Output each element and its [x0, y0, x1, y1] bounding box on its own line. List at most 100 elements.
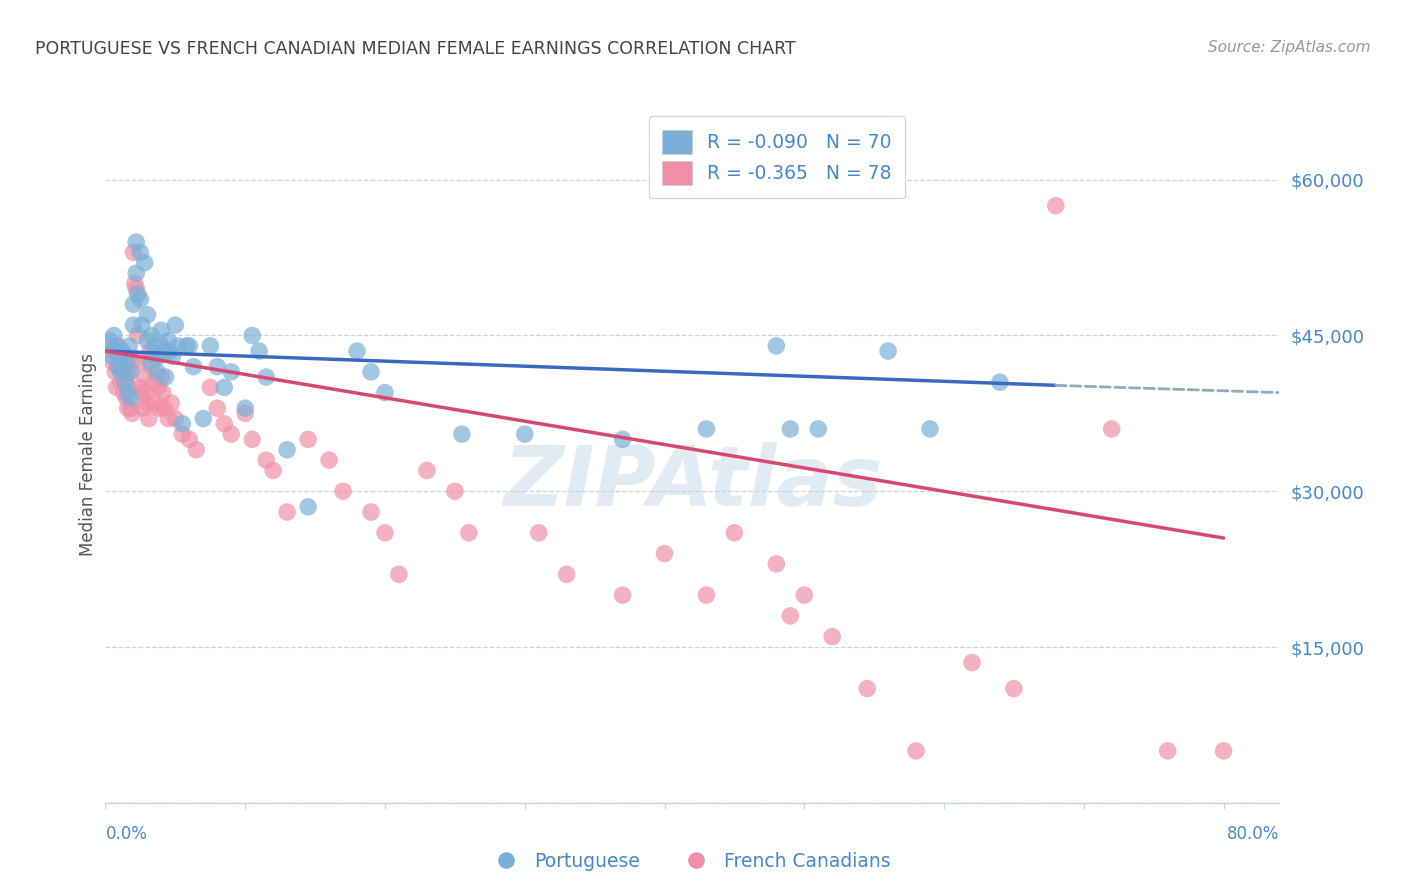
Point — [262, 463, 284, 477]
Point — [233, 401, 256, 416]
Point — [807, 422, 830, 436]
Point — [276, 442, 298, 457]
Point — [856, 681, 879, 696]
Point — [153, 401, 176, 416]
Point — [112, 385, 135, 400]
Point — [110, 365, 132, 379]
Point — [160, 396, 183, 410]
Point — [114, 349, 136, 363]
Point — [121, 354, 143, 368]
Point — [125, 266, 148, 280]
Point — [612, 588, 634, 602]
Point — [139, 354, 162, 368]
Point — [444, 484, 467, 499]
Point — [765, 339, 787, 353]
Point — [219, 427, 242, 442]
Point — [219, 365, 242, 379]
Point — [120, 365, 142, 379]
Text: PORTUGUESE VS FRENCH CANADIAN MEDIAN FEMALE EARNINGS CORRELATION CHART: PORTUGUESE VS FRENCH CANADIAN MEDIAN FEM… — [35, 40, 796, 58]
Text: Source: ZipAtlas.com: Source: ZipAtlas.com — [1208, 40, 1371, 55]
Point — [297, 433, 319, 447]
Point — [141, 328, 163, 343]
Point — [117, 365, 139, 379]
Point — [149, 401, 172, 416]
Point — [111, 344, 134, 359]
Point — [153, 344, 176, 359]
Point — [918, 422, 941, 436]
Point — [960, 656, 983, 670]
Text: 80.0%: 80.0% — [1227, 825, 1279, 843]
Point — [124, 277, 146, 291]
Point — [821, 630, 844, 644]
Point — [145, 349, 167, 363]
Point — [416, 463, 439, 477]
Point — [131, 385, 153, 400]
Point — [134, 370, 156, 384]
Legend: R = -0.090   N = 70, R = -0.365   N = 78: R = -0.090 N = 70, R = -0.365 N = 78 — [650, 117, 904, 198]
Point — [513, 427, 536, 442]
Point — [793, 588, 815, 602]
Point — [193, 411, 215, 425]
Point — [129, 380, 152, 394]
Point — [127, 328, 149, 343]
Point — [346, 344, 368, 359]
Point — [122, 245, 145, 260]
Point — [139, 344, 162, 359]
Point — [165, 411, 187, 425]
Point — [112, 359, 135, 374]
Point — [135, 385, 157, 400]
Legend: Portuguese, French Canadians: Portuguese, French Canadians — [479, 844, 898, 878]
Point — [183, 359, 205, 374]
Point — [765, 557, 787, 571]
Point — [877, 344, 900, 359]
Point — [127, 287, 149, 301]
Point — [179, 433, 201, 447]
Point — [108, 349, 131, 363]
Point — [779, 608, 801, 623]
Point — [121, 406, 143, 420]
Point — [157, 334, 180, 348]
Point — [360, 365, 382, 379]
Point — [527, 525, 550, 540]
Point — [105, 380, 128, 394]
Y-axis label: Median Female Earnings: Median Female Earnings — [79, 353, 97, 557]
Point — [1156, 744, 1178, 758]
Point — [695, 422, 717, 436]
Point — [332, 484, 354, 499]
Point — [108, 359, 131, 374]
Point — [122, 318, 145, 332]
Point — [143, 339, 166, 353]
Point — [200, 339, 222, 353]
Point — [101, 354, 124, 368]
Point — [157, 411, 180, 425]
Point — [104, 365, 127, 379]
Point — [1101, 422, 1123, 436]
Point — [129, 292, 152, 306]
Point — [212, 417, 235, 431]
Point — [150, 323, 173, 337]
Point — [360, 505, 382, 519]
Point — [148, 349, 170, 363]
Point — [134, 256, 156, 270]
Point — [118, 339, 141, 353]
Point — [723, 525, 745, 540]
Point — [200, 380, 222, 394]
Point — [165, 318, 187, 332]
Point — [695, 588, 717, 602]
Point — [101, 349, 124, 363]
Point — [103, 328, 125, 343]
Point — [254, 453, 277, 467]
Point — [115, 370, 138, 384]
Point — [98, 334, 121, 348]
Point — [167, 339, 190, 353]
Point — [107, 359, 129, 374]
Point — [128, 354, 150, 368]
Point — [132, 401, 155, 416]
Text: 0.0%: 0.0% — [105, 825, 148, 843]
Point — [111, 349, 134, 363]
Point — [297, 500, 319, 514]
Point — [779, 422, 801, 436]
Point — [125, 235, 148, 249]
Point — [136, 396, 159, 410]
Point — [148, 380, 170, 394]
